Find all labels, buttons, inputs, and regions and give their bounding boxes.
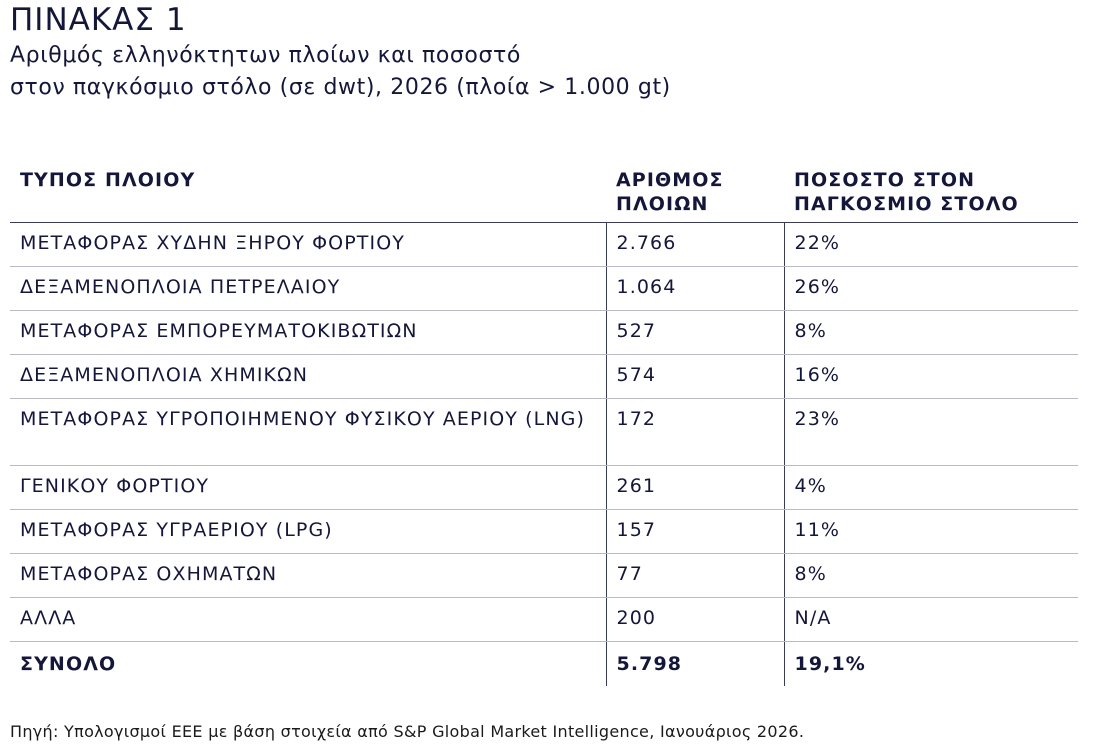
cell-ship-type: ΜΕΤΑΦΟΡΑΣ ΟΧΗΜΑΤΩΝ (10, 553, 606, 598)
cell-ship-count: 77 (605, 553, 784, 598)
table-row: ΜΕΤΑΦΟΡΑΣ ΕΜΠΟΡΕΥΜΑΤΟΚΙΒΩΤΙΩΝ 527 8% (10, 310, 1078, 355)
cell-ship-type: ΜΕΤΑΦΟΡΑΣ ΥΓΡΑΕΡΙΟΥ (LPG) (10, 509, 606, 554)
table-row: ΑΛΛΑ 200 N/A (10, 597, 1078, 642)
total-label: ΣΥΝΟΛΟ (20, 653, 117, 675)
cell-ship-type: ΑΛΛΑ (10, 597, 606, 642)
cell-ship-count: 2.766 (605, 222, 784, 267)
cell-ship-count: 1.064 (605, 266, 784, 311)
cell-world-share: 11% (783, 509, 1078, 554)
source-note: Πηγή: Υπολογισμοί ΕΕΕ με βάση στοιχεία α… (10, 722, 805, 741)
cell-ship-count: 527 (605, 310, 784, 355)
header-world-share: ΠΟΣΟΣΤΟ ΣΤΟΝ ΠΑΓΚΟΣΜΙΟ ΣΤΟΛΟ (784, 158, 1078, 223)
table-row: ΓΕΝΙΚΟΥ ΦΟΡΤΙΟΥ 261 4% (10, 465, 1078, 510)
subtitle-line-1: Αριθμός ελληνόκτητων πλοίων και ποσοστό (10, 43, 521, 68)
table-row: ΜΕΤΑΦΟΡΑΣ ΧΥΔΗΝ ΞΗΡΟΥ ΦΟΡΤΙΟΥ 2.766 22% (10, 222, 1078, 267)
table-row: ΜΕΤΑΦΟΡΑΣ ΥΓΡΑΕΡΙΟΥ (LPG) 157 11% (10, 509, 1078, 554)
cell-ship-count: 261 (605, 465, 784, 510)
table-header-row: ΤΥΠΟΣ ΠΛΟΙΟΥ ΑΡΙΘΜΟΣ ΠΛΟΙΩΝ ΠΟΣΟΣΤΟ ΣΤΟΝ… (10, 158, 1078, 223)
cell-world-share: N/A (783, 597, 1078, 642)
cell-world-share: 4% (783, 465, 1078, 510)
cell-world-share: 8% (783, 553, 1078, 598)
table-row: ΜΕΤΑΦΟΡΑΣ ΟΧΗΜΑΤΩΝ 77 8% (10, 553, 1078, 598)
subtitle-line-2: στον παγκόσμιο στόλο (σε dwt), 2026 (πλο… (10, 75, 671, 100)
cell-ship-count: 574 (605, 354, 784, 399)
table-title: ΠΙΝΑΚΑΣ 1 (10, 2, 187, 38)
cell-ship-type: ΔΕΞΑΜΕΝΟΠΛΟΙΑ ΠΕΤΡΕΛΑΙΟΥ (10, 266, 606, 311)
header-ship-count: ΑΡΙΘΜΟΣ ΠΛΟΙΩΝ (606, 158, 784, 223)
header-ship-type: ΤΥΠΟΣ ΠΛΟΙΟΥ (10, 158, 606, 223)
table-row: ΔΕΞΑΜΕΝΟΠΛΟΙΑ ΧΗΜΙΚΩΝ 574 16% (10, 354, 1078, 399)
table-row: ΔΕΞΑΜΕΝΟΠΛΟΙΑ ΠΕΤΡΕΛΑΙΟΥ 1.064 26% (10, 266, 1078, 311)
cell-ship-type: ΜΕΤΑΦΟΡΑΣ ΧΥΔΗΝ ΞΗΡΟΥ ΦΟΡΤΙΟΥ (10, 222, 606, 267)
cell-ship-count: 172 (605, 398, 784, 466)
cell-world-share: 26% (783, 266, 1078, 311)
total-world-share: 19,1% (783, 641, 1078, 686)
cell-ship-type: ΜΕΤΑΦΟΡΑΣ ΕΜΠΟΡΕΥΜΑΤΟΚΙΒΩΤΙΩΝ (10, 310, 606, 355)
table-subtitle: Αριθμός ελληνόκτητων πλοίων και ποσοστό … (10, 40, 671, 104)
cell-ship-type: ΜΕΤΑΦΟΡΑΣ ΥΓΡΟΠΟΙΗΜΕΝΟΥ ΦΥΣΙΚΟΥ ΑΕΡΙΟΥ (… (10, 398, 606, 466)
table-total-row: ΣΥΝΟΛΟ 5.798 19,1% (10, 641, 1078, 686)
cell-ship-count: 157 (605, 509, 784, 554)
cell-ship-count: 200 (605, 597, 784, 642)
table-row: ΜΕΤΑΦΟΡΑΣ ΥΓΡΟΠΟΙΗΜΕΝΟΥ ΦΥΣΙΚΟΥ ΑΕΡΙΟΥ (… (10, 398, 1078, 466)
cell-ship-type: ΔΕΞΑΜΕΝΟΠΛΟΙΑ ΧΗΜΙΚΩΝ (10, 354, 606, 399)
ship-fleet-table: ΤΥΠΟΣ ΠΛΟΙΟΥ ΑΡΙΘΜΟΣ ΠΛΟΙΩΝ ΠΟΣΟΣΤΟ ΣΤΟΝ… (10, 158, 1078, 686)
cell-ship-type: ΓΕΝΙΚΟΥ ΦΟΡΤΙΟΥ (10, 465, 606, 510)
cell-world-share: 22% (783, 222, 1078, 267)
cell-world-share: 23% (783, 398, 1078, 466)
total-ship-count: 5.798 (605, 641, 784, 686)
cell-world-share: 16% (783, 354, 1078, 399)
cell-world-share: 8% (783, 310, 1078, 355)
